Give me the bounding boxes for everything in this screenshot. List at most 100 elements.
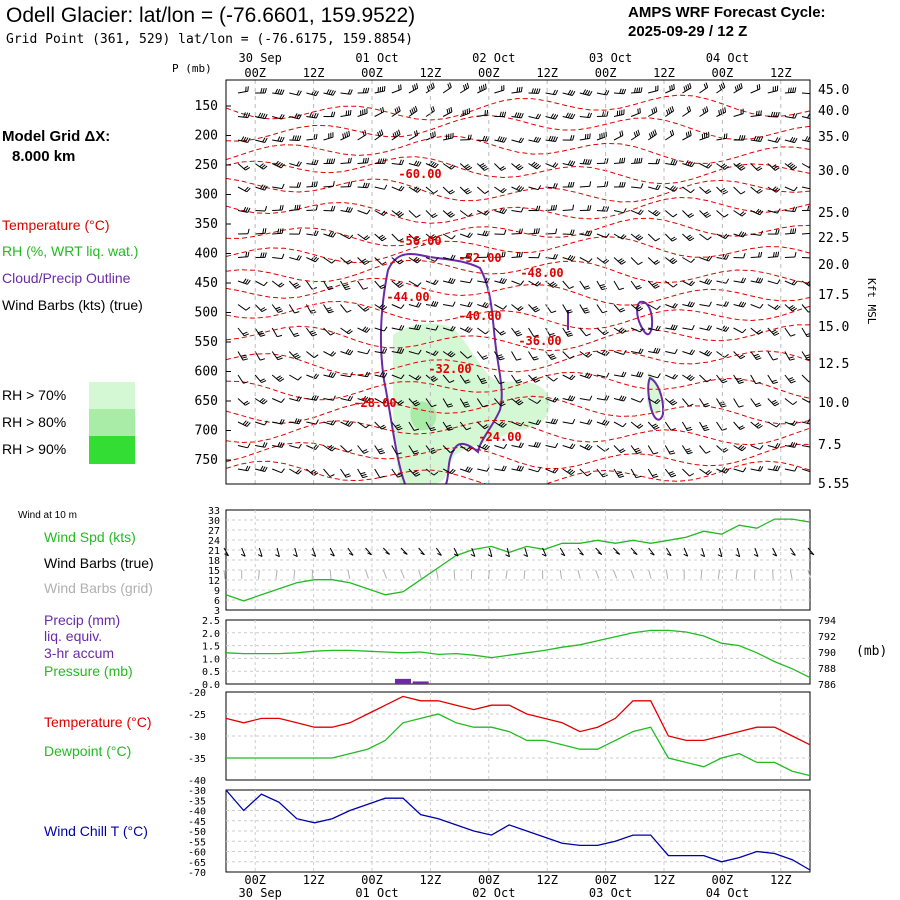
wind-barb-feather [570,135,573,141]
wind-barb-feather [772,186,777,191]
grid-point-label: Grid Point (361, 529) lat/lon = (-76.617… [6,32,413,47]
wind-barb-feather [449,164,454,169]
wind-barb-shaft [340,398,351,402]
wind-barb-shaft [784,116,795,119]
wind-barb-feather [294,135,297,141]
wind-barb-feather [280,163,285,169]
wind-barb-feather [619,475,625,478]
wind-barb-feather [653,259,659,264]
wind-barb-feather [362,87,365,93]
wind-barb-feather [276,355,282,359]
wind-barb-shaft [562,163,573,167]
wind-barb-feather [418,349,422,355]
temperature-contour [226,441,810,470]
wind-barb-feather [753,135,757,141]
wind-barb-feather [362,182,366,188]
wind-barb-feather [569,90,574,96]
wind-barb-feather [636,423,642,428]
wind-barb-shaft [699,280,710,285]
wind-barb-feather [635,234,640,238]
wind-barb-feather [636,371,640,377]
wind-barb-feather [555,204,558,210]
wind-barb-shaft [665,163,676,166]
wind-barb-feather [434,351,439,356]
wind-barb-feather [296,418,300,424]
wind-barb-feather [754,422,760,427]
wind-barb-feather [242,278,247,284]
wind-barb-feather [315,374,320,379]
wind-barb-feather [601,419,606,425]
pressure-tick: 700 [195,424,218,439]
wind-barb-feather [669,185,674,190]
wind-barb-feather [550,334,556,338]
wind-barb-feather [656,305,661,310]
wind-barb-shaft [272,468,282,474]
wind-barb-feather [327,444,333,449]
wind-barb-feather [377,448,383,451]
wind-barb-feather [635,304,640,309]
lower-y-tick: 3 [214,606,220,617]
wind-barb-feather [347,395,351,401]
lower-y-tick: 24 [208,536,220,547]
main-grid [226,80,782,484]
wind-barb-feather [247,86,249,92]
wind-barb-feather [360,472,366,475]
pressure-tick: 150 [195,99,218,114]
wind-barb-feather [362,326,367,331]
wind-barb-feather [589,112,593,118]
wind-barb-shaft [682,233,691,242]
wind-barb-feather [719,84,722,90]
wind-barb-feather [790,306,796,311]
wind-barb-feather [587,230,591,236]
wind-barb-feather [501,465,505,471]
wind-barb-feather [243,206,247,212]
wind-barb-feather [241,356,247,359]
wind-barb-feather [399,159,402,165]
wind-barb-feather [467,213,473,217]
kft-tick: 35.0 [818,130,849,145]
wind-barb-feather [259,163,264,168]
wind-barb-feather [634,447,640,451]
wind-barb-feather [723,133,726,139]
wind-barb-feather [330,332,336,336]
wind-barb-feather [397,282,403,287]
wind-barb-shaft [613,468,620,478]
wind-barb-feather [264,206,268,212]
wind-barb-feather [654,129,657,135]
wind-barb-feather [498,421,504,426]
wind-barb-feather [450,190,455,195]
wind-barb-feather [482,230,486,236]
wind-barb-feather [329,474,335,478]
wind-barb-feather [243,400,249,405]
wind-barb-feather [482,166,488,170]
wind-barb-feather [347,157,350,163]
wind-barb-feather [518,186,523,191]
wind-barb-10m-true [559,547,566,556]
wind-barb-shaft [664,233,673,242]
wind-barb-feather [518,442,522,448]
top-time-tick: 00Z [595,66,617,80]
wind-barb-feather [240,136,245,142]
wind-barb-feather [619,88,622,94]
wind-barb-shaft [648,90,659,94]
wind-barb-shaft [647,280,656,289]
wind-barb-feather [247,207,251,213]
wind-barb-10m-true [630,547,638,555]
wind-barb-feather [656,212,661,217]
wind-barb-shaft [613,92,625,95]
wind-barb-10m-true-feather [632,552,638,556]
wind-barb-shaft [784,468,795,472]
wind-barb-feather [398,129,401,135]
wind-barb-feather [520,187,525,192]
wind-barb-10m-true [577,547,584,556]
wind-barb-shaft [648,327,658,332]
wind-barb-feather [484,230,488,236]
wind-barb-feather [552,162,557,167]
wind-barb-feather [484,190,490,195]
top-date-label: 30 Sep [239,51,282,65]
wind-barb-feather [740,231,745,237]
wind-barb-feather [400,84,402,90]
wind-barb-feather [412,450,418,453]
wind-barb-feather [668,471,674,474]
wind-barb-feather [349,350,354,356]
